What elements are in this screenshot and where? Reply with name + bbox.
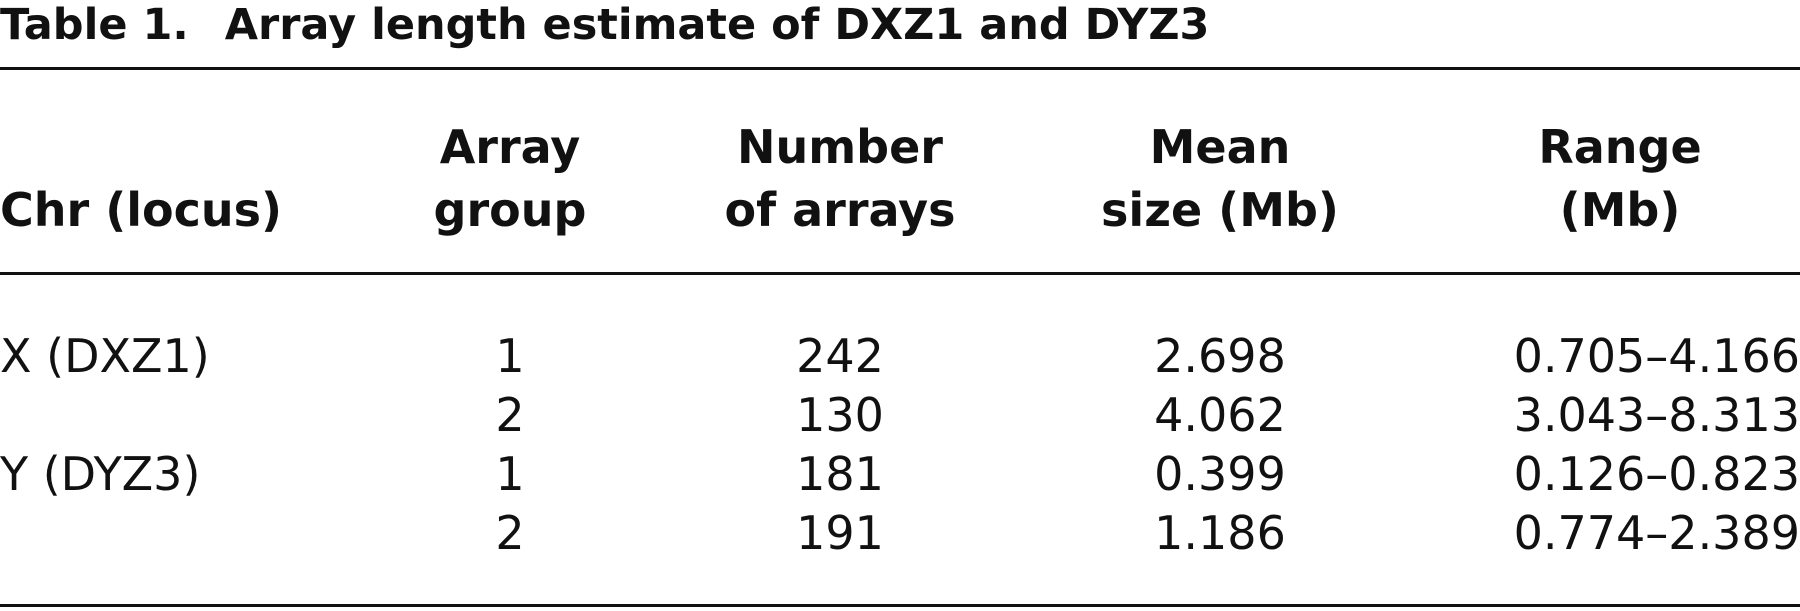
cell-mean: 1.186 xyxy=(1154,506,1286,560)
table-caption: Table 1. Array length estimate of DXZ1 an… xyxy=(0,2,1209,48)
cell-mean: 4.062 xyxy=(1154,388,1286,442)
cell-number: 191 xyxy=(796,506,884,560)
cell-chr: Y (DYZ3) xyxy=(0,447,201,501)
header-range-line1: Range xyxy=(1538,120,1702,174)
header-array-group-line2: group xyxy=(433,183,587,237)
header-mean-size-line2: size (Mb) xyxy=(1101,183,1339,237)
header-mean-size-line1: Mean xyxy=(1149,120,1291,174)
header-range-line2: (Mb) xyxy=(1559,183,1681,237)
cell-group: 2 xyxy=(495,506,525,560)
cell-mean: 0.399 xyxy=(1154,447,1286,501)
cell-range: 0.774–2.389 xyxy=(1513,506,1800,560)
header-number-of-arrays-line1: Number xyxy=(737,120,943,174)
cell-group: 1 xyxy=(495,447,525,501)
table-label: Table 1. xyxy=(0,0,189,50)
header-rule xyxy=(0,272,1800,275)
cell-group: 2 xyxy=(495,388,525,442)
table-title: Array length estimate of DXZ1 and DYZ3 xyxy=(224,0,1210,50)
header-chr-locus: Chr (locus) xyxy=(0,183,283,237)
top-rule xyxy=(0,67,1800,70)
cell-range: 0.705–4.166 xyxy=(1513,329,1800,383)
cell-chr: X (DXZ1) xyxy=(0,329,210,383)
cell-group: 1 xyxy=(495,329,525,383)
cell-number: 181 xyxy=(796,447,884,501)
header-number-of-arrays-line2: of arrays xyxy=(724,183,956,237)
cell-number: 130 xyxy=(796,388,884,442)
cell-range: 0.126–0.823 xyxy=(1513,447,1800,501)
bottom-rule xyxy=(0,604,1800,607)
header-array-group-line1: Array xyxy=(439,120,581,174)
cell-number: 242 xyxy=(796,329,884,383)
cell-mean: 2.698 xyxy=(1154,329,1286,383)
cell-range: 3.043–8.313 xyxy=(1513,388,1800,442)
